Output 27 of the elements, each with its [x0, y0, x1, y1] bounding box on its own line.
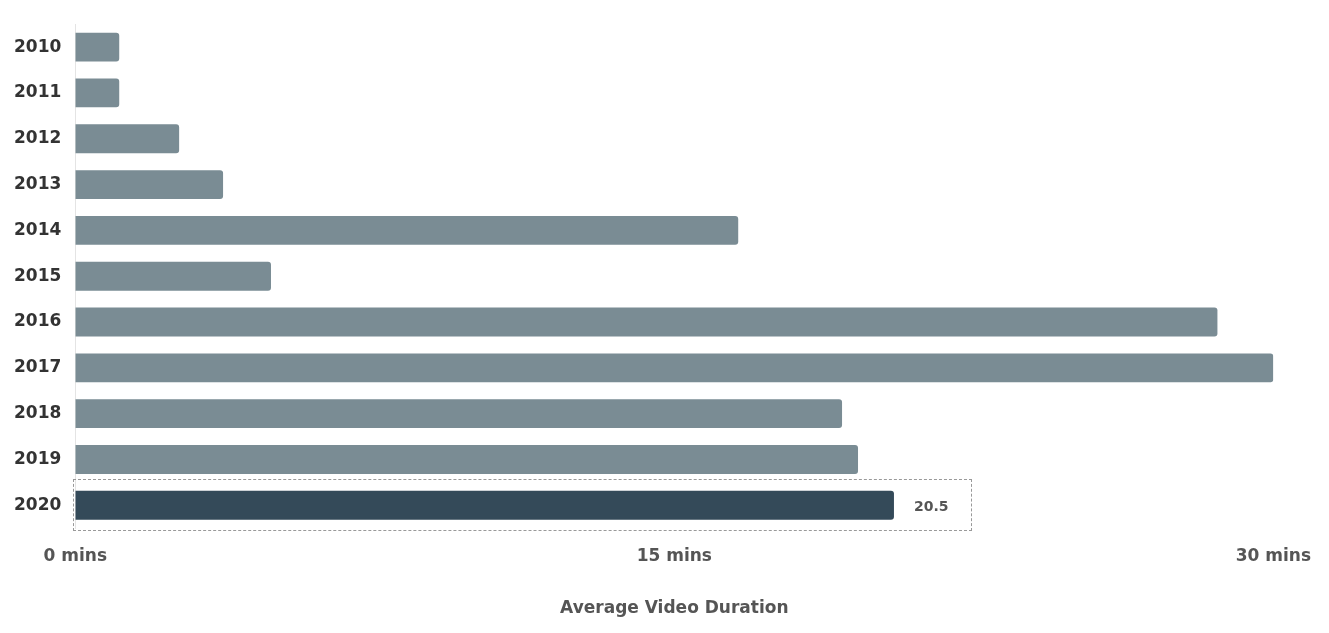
bar	[75, 490, 894, 520]
bar	[75, 124, 180, 154]
bar	[75, 307, 1218, 337]
y-tick-label: 2012	[13, 127, 62, 148]
bar	[75, 215, 739, 245]
bar	[75, 445, 859, 474]
bar	[75, 78, 120, 108]
x-tick-label: 15 mins	[636, 544, 712, 565]
y-tick-label: 2017	[13, 356, 62, 377]
y-tick-label: 2014	[13, 218, 62, 239]
data-label: 20.5	[913, 497, 949, 514]
y-tick-label: 2020	[13, 493, 62, 514]
x-axis-title: Average Video Duration	[560, 597, 789, 618]
bar	[75, 399, 843, 429]
y-tick-label: 2018	[13, 402, 62, 423]
y-tick-label: 2016	[13, 310, 62, 331]
bar	[75, 170, 224, 199]
x-tick-label: 30 mins	[1235, 544, 1311, 565]
bar	[75, 353, 1274, 383]
y-tick-label: 2015	[13, 264, 62, 285]
y-tick-label: 2011	[13, 81, 62, 102]
bar	[75, 32, 120, 62]
x-tick-label: 0 mins	[43, 544, 108, 565]
y-tick-label: 2019	[13, 447, 62, 468]
y-tick-label: 2010	[13, 35, 62, 56]
y-tick-label: 2013	[13, 172, 62, 193]
bar	[75, 261, 271, 291]
